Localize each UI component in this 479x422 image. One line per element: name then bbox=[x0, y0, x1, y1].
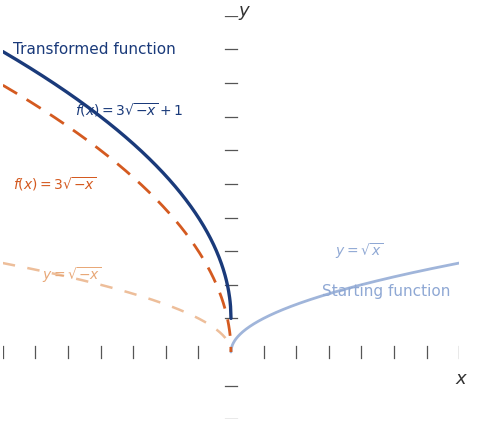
Text: Transformed function: Transformed function bbox=[12, 42, 175, 57]
Text: x: x bbox=[456, 371, 466, 389]
Text: $y = \sqrt{x}$: $y = \sqrt{x}$ bbox=[335, 241, 383, 261]
Text: y: y bbox=[238, 2, 249, 20]
Text: $f(x) = 3\sqrt{-x} + 1$: $f(x) = 3\sqrt{-x} + 1$ bbox=[75, 101, 183, 119]
Text: Starting function: Starting function bbox=[322, 284, 451, 299]
Text: $y = \sqrt{-x}$: $y = \sqrt{-x}$ bbox=[42, 265, 102, 284]
Text: $f(x) = 3\sqrt{-x}$: $f(x) = 3\sqrt{-x}$ bbox=[12, 175, 96, 193]
